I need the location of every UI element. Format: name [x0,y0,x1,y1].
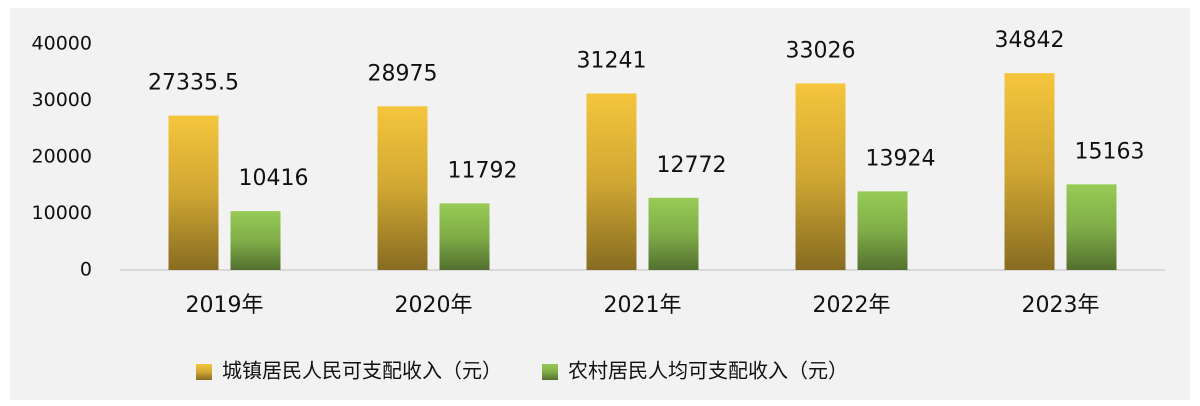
bar [377,106,428,270]
data-label: 33026 [786,38,856,63]
bar [168,115,219,270]
bar [1004,73,1055,270]
bar [795,83,846,270]
data-label: 13924 [866,146,936,171]
legend-swatch [196,364,212,380]
data-label: 31241 [577,48,647,73]
legend-label: 城镇居民人民可支配收入（元） [222,359,502,383]
bar [439,203,490,270]
y-tick-label: 30000 [32,89,92,111]
bar [857,191,908,270]
y-tick-label: 40000 [32,33,92,55]
data-label: 27335.5 [148,71,239,96]
x-tick-label: 2021年 [604,293,682,318]
legend-swatch [542,364,558,380]
x-tick-label: 2020年 [395,293,473,318]
data-label: 34842 [995,28,1065,53]
data-label: 10416 [239,166,309,191]
data-label: 28975 [368,61,438,86]
x-tick-label: 2019年 [186,293,264,318]
x-tick-label: 2023年 [1022,293,1100,318]
data-label: 12772 [657,153,727,178]
bar [586,93,637,271]
data-label: 11792 [448,158,518,183]
y-tick-label: 20000 [32,146,92,168]
x-tick-label: 2022年 [813,293,891,318]
bar [1066,184,1117,270]
legend-label: 农村居民人均可支配收入（元） [568,359,848,383]
y-tick-label: 10000 [32,202,92,224]
data-label: 15163 [1075,139,1145,164]
bar [648,197,699,270]
y-tick-label: 0 [80,259,92,281]
bar [230,211,281,270]
